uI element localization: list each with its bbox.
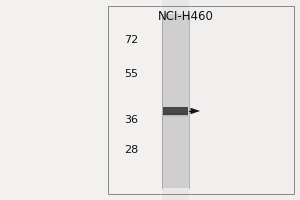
Text: 28: 28 <box>124 145 138 155</box>
Bar <box>189 0 300 200</box>
Text: 55: 55 <box>124 69 138 79</box>
Bar <box>162 14 189 188</box>
Bar <box>163 116 188 117</box>
Bar <box>163 107 188 115</box>
Text: NCI-H460: NCI-H460 <box>158 10 214 23</box>
Text: 36: 36 <box>124 115 138 125</box>
Bar <box>163 115 188 116</box>
Bar <box>0 0 162 200</box>
Bar <box>163 114 188 115</box>
Bar <box>163 113 188 114</box>
Polygon shape <box>190 108 200 114</box>
Text: 72: 72 <box>124 35 138 45</box>
